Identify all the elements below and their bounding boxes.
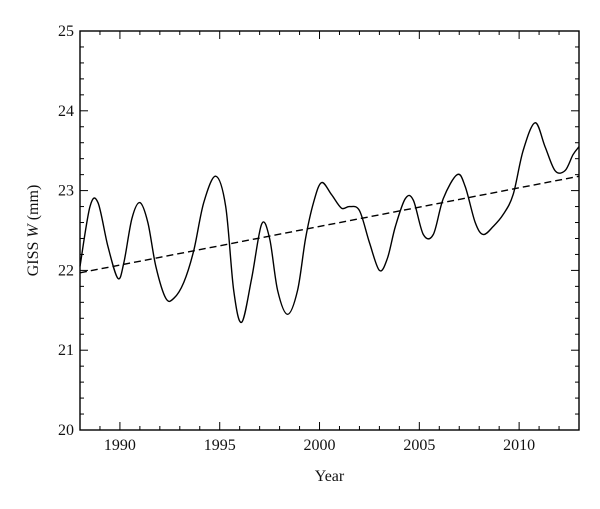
x-tick-label: 2010: [503, 437, 535, 454]
y-tick-label: 23: [58, 183, 74, 200]
y-tick-label: 20: [58, 422, 74, 439]
y-axis-title-prefix: GISS: [25, 238, 42, 277]
x-tick-label: 1995: [204, 437, 236, 454]
plot-area: [79, 122, 580, 323]
y-axis-title: GISS W (mm): [25, 185, 42, 277]
y-axis-title-variable: W: [25, 223, 42, 238]
x-tick-label: 1990: [104, 437, 136, 454]
y-tick-label: 21: [58, 342, 74, 359]
x-tick-labels: 1990 1995 2000 2005 2010: [104, 437, 535, 454]
y-tick-label: 25: [58, 23, 74, 40]
trend-line: [79, 175, 580, 274]
y-tick-labels: 20 21 22 23 24 25: [58, 23, 74, 439]
y-tick-label: 22: [58, 262, 74, 279]
y-tick-label: 24: [58, 103, 74, 120]
x-axis-title: Year: [315, 468, 345, 485]
y-axis-title-unit: (mm): [25, 185, 42, 225]
x-tick-label: 2005: [403, 437, 435, 454]
plot-frame: [79, 30, 580, 431]
series-line: [79, 122, 580, 323]
x-tick-label: 2000: [304, 437, 336, 454]
